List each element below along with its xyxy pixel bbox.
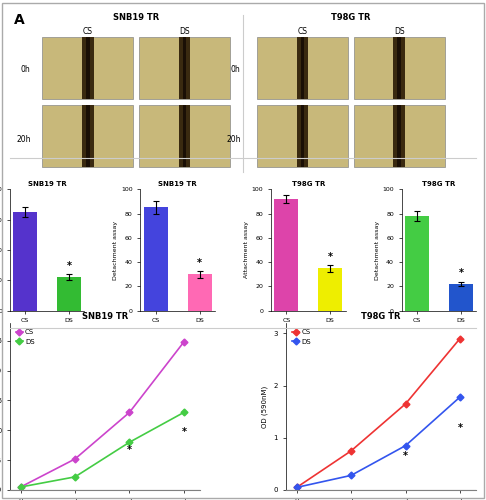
Bar <box>178 105 191 167</box>
Title: SNB19 TR: SNB19 TR <box>82 312 128 320</box>
Bar <box>301 105 304 167</box>
Text: DS: DS <box>179 26 190 36</box>
Y-axis label: Attachment assay: Attachment assay <box>244 222 249 278</box>
Bar <box>257 105 348 167</box>
Text: 0h: 0h <box>231 65 241 74</box>
Bar <box>296 36 309 98</box>
Bar <box>183 105 186 167</box>
CS <box>181 339 187 345</box>
Text: 20h: 20h <box>16 135 31 144</box>
Text: T98G TR: T98G TR <box>331 14 370 22</box>
Bar <box>398 36 401 98</box>
Bar <box>42 36 133 98</box>
Bar <box>354 105 445 167</box>
CS <box>126 410 132 416</box>
Text: *: * <box>457 422 463 432</box>
Bar <box>275 199 298 311</box>
CS <box>402 401 408 407</box>
Bar <box>449 284 473 311</box>
Text: *: * <box>403 452 408 462</box>
Y-axis label: Detachment assay: Detachment assay <box>113 220 118 280</box>
Title: T98G TR: T98G TR <box>422 182 456 188</box>
Bar <box>318 268 342 311</box>
Text: 20h: 20h <box>226 135 241 144</box>
CS <box>294 484 300 490</box>
Text: SNB19 TR: SNB19 TR <box>113 14 159 22</box>
Text: *: * <box>458 268 463 278</box>
Line: CS: CS <box>295 336 462 490</box>
CS <box>457 336 463 342</box>
CS <box>72 456 78 462</box>
Bar <box>257 36 348 98</box>
Bar <box>13 212 37 311</box>
Bar <box>57 278 81 311</box>
Bar <box>405 216 429 311</box>
Bar <box>393 105 405 167</box>
Title: T98G TR: T98G TR <box>361 312 401 320</box>
Text: DS: DS <box>394 26 404 36</box>
DS <box>294 484 300 490</box>
Legend: CS, DS: CS, DS <box>289 326 313 347</box>
Bar <box>398 105 401 167</box>
Bar <box>296 105 309 167</box>
Bar <box>42 105 133 167</box>
Bar <box>82 36 94 98</box>
Bar <box>82 105 94 167</box>
Line: DS: DS <box>295 394 462 490</box>
Text: CS: CS <box>83 26 93 36</box>
DS <box>181 410 187 416</box>
Y-axis label: OD (590nM): OD (590nM) <box>261 386 268 428</box>
Bar <box>139 36 230 98</box>
DS <box>17 484 23 490</box>
Title: SNB19 TR: SNB19 TR <box>28 182 67 188</box>
Text: 0h: 0h <box>21 65 31 74</box>
Line: DS: DS <box>18 410 186 490</box>
Title: T98G TR: T98G TR <box>292 182 325 188</box>
Bar <box>183 36 186 98</box>
Text: CS: CS <box>297 26 308 36</box>
Bar <box>139 105 230 167</box>
DS <box>457 394 463 400</box>
Line: CS: CS <box>18 340 186 490</box>
DS <box>402 442 408 448</box>
Text: A: A <box>15 14 25 28</box>
Legend: CS, DS: CS, DS <box>13 326 37 347</box>
CS <box>17 484 23 490</box>
Y-axis label: Detachment assay: Detachment assay <box>375 220 380 280</box>
Bar <box>178 36 191 98</box>
Text: *: * <box>328 252 333 262</box>
DS <box>126 440 132 446</box>
Bar <box>86 105 89 167</box>
Text: *: * <box>127 446 132 456</box>
Bar <box>144 208 168 311</box>
Bar <box>301 36 304 98</box>
Title: SNB19 TR: SNB19 TR <box>158 182 197 188</box>
Text: *: * <box>67 262 71 272</box>
Bar <box>188 274 211 311</box>
Text: *: * <box>181 428 186 438</box>
Bar <box>86 36 89 98</box>
Bar <box>354 36 445 98</box>
Text: *: * <box>197 258 202 268</box>
CS <box>348 448 354 454</box>
DS <box>72 474 78 480</box>
Bar <box>393 36 405 98</box>
DS <box>348 472 354 478</box>
